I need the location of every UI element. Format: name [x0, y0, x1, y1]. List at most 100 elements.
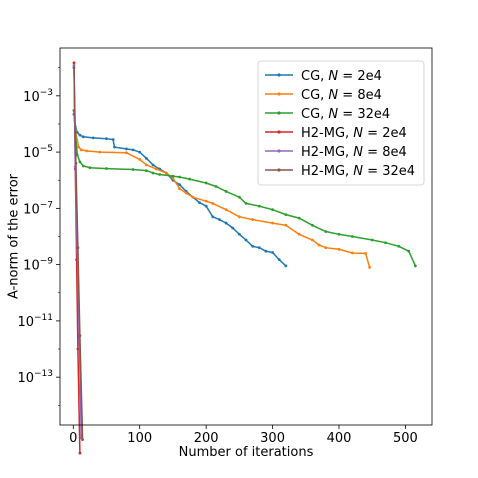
data-point	[81, 164, 85, 168]
data-point	[144, 163, 148, 167]
legend-entry: H2-MG, N = 32e4	[265, 164, 415, 179]
data-point	[211, 202, 215, 205]
data-point	[91, 136, 95, 140]
data-point	[88, 166, 92, 170]
data-point	[324, 246, 328, 250]
data-point	[111, 138, 115, 141]
y-tick-label: 10−5	[23, 144, 53, 161]
legend-entry: H2-MG, N = 2e4	[265, 126, 407, 141]
data-point	[78, 334, 82, 338]
data-point	[76, 246, 80, 250]
data-point	[188, 177, 191, 181]
data-point	[337, 232, 341, 236]
legend-label: CG, N = 2e4	[301, 69, 382, 84]
y-tick-label: 10−7	[23, 200, 53, 217]
data-point	[204, 204, 208, 208]
data-point	[413, 264, 417, 268]
legend-marker	[277, 168, 281, 172]
data-point	[311, 223, 314, 227]
x-tick-label: 100	[127, 431, 152, 446]
data-point	[211, 215, 215, 219]
data-point	[154, 167, 158, 171]
y-axis-ticks: 10−3 10−5 10−7 10−9 10−11 10−13	[17, 67, 60, 406]
data-point	[72, 66, 76, 70]
legend-marker	[277, 130, 281, 134]
data-point	[151, 163, 155, 167]
legend-entry: H2-MG, N = 8e4	[265, 145, 407, 160]
data-point	[251, 218, 255, 221]
data-point	[125, 147, 128, 151]
legend-label: H2-MG, N = 32e4	[301, 164, 415, 179]
data-point	[138, 150, 142, 154]
data-point	[224, 208, 228, 212]
x-tick-label: 400	[327, 431, 352, 446]
y-tick-label: 10−9	[23, 257, 53, 274]
series-6	[72, 66, 84, 442]
data-point	[144, 169, 148, 172]
legend-label: CG, N = 8e4	[301, 88, 382, 103]
data-point	[98, 150, 102, 154]
data-point	[214, 185, 218, 188]
data-point	[78, 133, 82, 137]
data-point	[78, 160, 82, 164]
data-point	[271, 221, 274, 225]
legend-label: CG, N = 32e4	[301, 107, 390, 122]
data-point	[350, 251, 354, 255]
data-point	[284, 264, 288, 268]
series-line	[73, 114, 287, 267]
series-1	[72, 112, 288, 268]
data-point	[74, 161, 78, 165]
data-point	[257, 204, 261, 208]
data-point	[105, 137, 108, 141]
x-tick-label: 200	[194, 431, 219, 446]
data-point	[277, 258, 281, 262]
data-point	[257, 246, 261, 250]
data-point	[158, 173, 162, 176]
data-point	[407, 249, 411, 253]
series-3	[72, 109, 417, 268]
data-point	[178, 183, 181, 186]
data-point	[131, 148, 135, 152]
data-point	[81, 438, 84, 442]
legend-label: H2-MG, N = 8e4	[301, 145, 407, 160]
data-point	[138, 158, 142, 161]
data-point	[244, 238, 248, 242]
data-point	[171, 174, 175, 178]
legend-marker	[277, 149, 281, 153]
data-point	[237, 215, 241, 219]
data-point	[271, 251, 274, 254]
data-point	[231, 226, 235, 230]
data-point	[397, 244, 401, 248]
data-point	[224, 190, 228, 193]
data-point	[184, 191, 188, 195]
data-point	[78, 451, 82, 455]
data-point	[311, 238, 314, 242]
data-point	[85, 149, 88, 153]
data-point	[350, 235, 354, 238]
y-tick-label: 10−3	[23, 88, 53, 105]
y-tick-label: 10−13	[17, 369, 53, 386]
data-point	[164, 171, 168, 175]
data-point	[151, 171, 155, 175]
data-point	[178, 175, 181, 179]
data-point	[244, 202, 248, 205]
data-point	[125, 151, 128, 155]
x-tick-label: 500	[393, 431, 418, 446]
data-point	[204, 199, 208, 203]
data-point	[317, 243, 321, 247]
data-point	[271, 208, 274, 212]
data-point	[144, 156, 148, 160]
legend: CG, N = 2e4 CG, N = 8e4 CG, N = 32e4 H2-MG,…	[257, 60, 425, 186]
y-tick-label: 10−11	[17, 313, 53, 330]
legend-marker	[277, 92, 281, 96]
data-point	[384, 241, 387, 245]
data-point	[370, 238, 374, 242]
data-point	[297, 216, 301, 220]
data-point	[224, 221, 228, 225]
data-point	[324, 230, 328, 233]
data-point	[237, 232, 241, 236]
data-point	[284, 223, 288, 227]
data-point	[72, 61, 76, 65]
legend-entry: CG, N = 32e4	[265, 107, 390, 122]
